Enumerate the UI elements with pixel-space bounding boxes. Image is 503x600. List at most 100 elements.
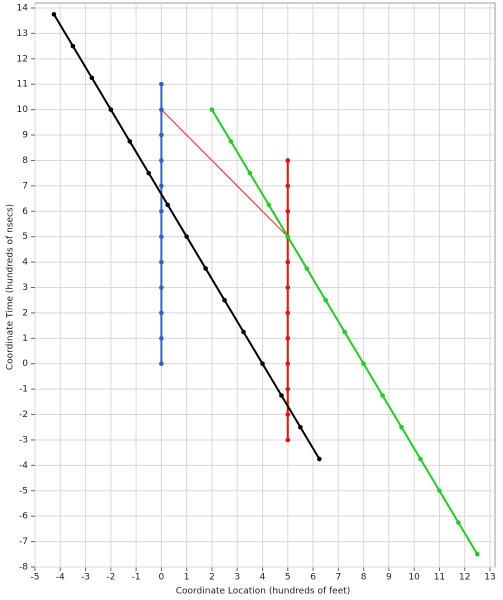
- y-tick-label: 2: [22, 308, 28, 318]
- y-tick-label: -5: [19, 486, 28, 496]
- y-axis-title: Coordinate Time (hundreds of nsecs): [6, 204, 16, 370]
- y-tick-label: 10: [17, 105, 29, 115]
- x-tick-label: 10: [408, 573, 420, 583]
- x-tick-label: -2: [106, 573, 115, 583]
- point: [70, 43, 76, 49]
- point: [418, 456, 423, 462]
- point: [159, 132, 164, 138]
- point: [437, 488, 442, 494]
- point: [342, 329, 347, 335]
- y-tick-label: 5: [22, 232, 28, 242]
- point: [247, 170, 253, 176]
- point: [146, 170, 152, 176]
- y-tick-label: -6: [19, 512, 28, 522]
- x-tick-label: 1: [184, 573, 190, 583]
- point: [266, 202, 272, 208]
- point: [285, 361, 291, 367]
- point: [184, 234, 189, 239]
- y-tick-label: 9: [22, 131, 28, 141]
- point: [165, 202, 171, 208]
- y-tick-label: 13: [17, 29, 28, 39]
- y-tick-label: 0: [22, 359, 28, 369]
- y-tick-label: -1: [19, 385, 28, 395]
- point: [285, 386, 291, 392]
- y-tick-label: -8: [19, 563, 28, 573]
- point: [304, 266, 310, 271]
- point: [285, 285, 291, 290]
- series-line: [161, 109, 289, 238]
- point: [159, 285, 164, 290]
- y-tick-label: -3: [19, 435, 28, 445]
- point: [108, 107, 114, 112]
- y-tick-label: 12: [17, 54, 28, 64]
- point: [285, 336, 291, 341]
- point: [298, 424, 303, 430]
- point: [380, 393, 385, 398]
- y-tick-label: 8: [22, 156, 28, 166]
- x-tick-label: 0: [159, 573, 165, 583]
- point: [159, 208, 164, 214]
- point: [241, 329, 246, 335]
- point: [475, 551, 480, 557]
- point: [279, 393, 284, 398]
- point: [285, 158, 291, 163]
- y-tick-label: 7: [22, 181, 28, 191]
- x-tick-label: 9: [386, 573, 392, 583]
- point: [361, 361, 366, 367]
- x-tick-label: 12: [459, 573, 470, 583]
- point: [203, 266, 208, 271]
- point: [285, 183, 291, 189]
- point: [159, 158, 164, 163]
- x-tick-label: 4: [260, 573, 266, 583]
- point: [159, 310, 164, 316]
- y-tick-label: -2: [19, 410, 28, 420]
- y-tick-label: 1: [22, 334, 28, 344]
- point: [285, 412, 291, 417]
- point: [285, 234, 291, 239]
- point: [51, 12, 57, 17]
- point: [260, 361, 265, 367]
- x-tick-label: -5: [31, 573, 40, 583]
- x-tick-label: 6: [310, 573, 316, 583]
- point: [159, 361, 164, 367]
- x-tick-label: 13: [484, 573, 495, 583]
- x-tick-label: 3: [234, 573, 240, 583]
- point: [317, 456, 322, 462]
- point: [285, 259, 291, 265]
- x-tick-label: -3: [81, 573, 90, 583]
- y-tick-label: -4: [19, 461, 28, 471]
- x-tick-label: 7: [335, 573, 341, 583]
- point: [209, 107, 215, 112]
- x-tick-label: 11: [434, 573, 445, 583]
- point: [159, 81, 164, 87]
- point: [159, 336, 164, 341]
- y-tick-label: 3: [22, 283, 28, 293]
- x-tick-label: 8: [361, 573, 367, 583]
- point: [285, 310, 291, 316]
- point: [285, 437, 291, 443]
- x-tick-label: 5: [285, 573, 291, 583]
- point: [127, 139, 133, 144]
- y-tick-label: 6: [22, 207, 28, 217]
- point: [456, 520, 461, 525]
- point: [159, 183, 164, 189]
- x-axis-title: Coordinate Location (hundreds of feet): [176, 587, 351, 597]
- x-tick-label: 2: [209, 573, 215, 583]
- point: [89, 75, 95, 81]
- point: [159, 259, 164, 265]
- point: [222, 297, 227, 303]
- point: [159, 234, 164, 239]
- point: [399, 424, 404, 430]
- y-tick-label: -7: [19, 537, 28, 547]
- y-tick-label: 14: [17, 4, 29, 14]
- x-tick-label: -1: [132, 573, 141, 583]
- point: [285, 208, 291, 214]
- y-tick-label: 11: [17, 80, 28, 90]
- x-tick-label: -4: [56, 573, 65, 583]
- point: [228, 139, 234, 144]
- y-tick-label: 4: [22, 258, 28, 268]
- point: [323, 297, 328, 303]
- point: [159, 107, 164, 112]
